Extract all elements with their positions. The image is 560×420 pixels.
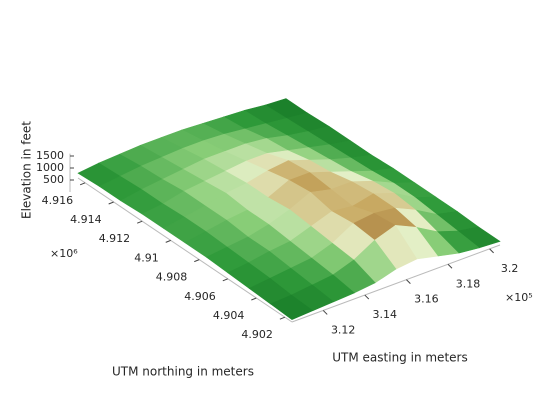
x-axis-label: UTM easting in meters [332, 351, 467, 365]
x-tick-label: 3.14 [373, 308, 398, 321]
x-tick-label: 3.12 [331, 323, 356, 336]
y-tick [108, 201, 114, 205]
x-tick [406, 279, 411, 285]
y-tick-label: 4.902 [241, 328, 273, 341]
y-axis-label: UTM northing in meters [112, 365, 254, 379]
y-tick-label: 4.906 [184, 290, 216, 303]
y-tick [137, 220, 143, 224]
y-tick-label: 4.91 [134, 251, 159, 264]
x-tick-label: 3.2 [501, 262, 519, 275]
z-tick-label: 500 [43, 173, 64, 186]
y-tick [222, 278, 228, 282]
y-tick-label: 4.912 [99, 232, 131, 245]
z-axis-label: Elevation in feet [20, 121, 34, 219]
x-tick-label: 3.18 [456, 277, 481, 290]
y-tick-label: 4.916 [42, 194, 74, 207]
axis-line [291, 244, 501, 323]
y-tick-label: 4.908 [156, 271, 188, 284]
x-tick-label: 3.16 [414, 293, 439, 306]
z-tick-label: 1000 [36, 161, 64, 174]
x-tick [322, 310, 328, 315]
x-tick [489, 248, 494, 254]
y-tick [279, 316, 286, 320]
y-tick-label: 4.914 [70, 213, 102, 226]
z-tick-label: 1500 [36, 149, 64, 162]
surface-patch [269, 294, 314, 320]
y-multiplier: ×10⁶ [50, 247, 78, 260]
y-tick-label: 4.904 [213, 309, 245, 322]
x-multiplier: ×10⁵ [505, 291, 533, 304]
y-tick [165, 239, 171, 243]
x-tick [364, 294, 370, 300]
y-tick [194, 259, 200, 263]
y-tick [251, 297, 257, 301]
x-tick [447, 263, 453, 269]
y-tick [79, 182, 86, 186]
surface [77, 98, 501, 323]
